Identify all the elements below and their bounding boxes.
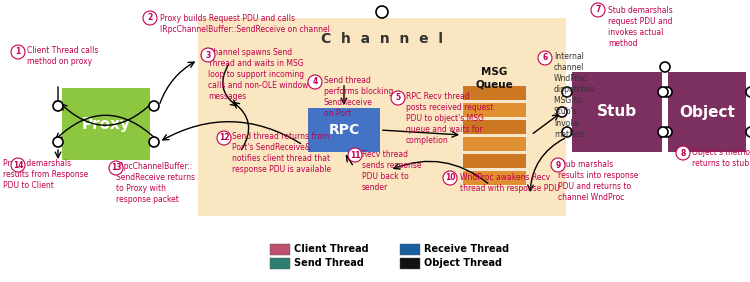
Circle shape: [562, 87, 572, 97]
Text: Send Thread: Send Thread: [294, 258, 364, 268]
Bar: [462, 170, 526, 185]
Circle shape: [11, 45, 25, 59]
Circle shape: [538, 51, 552, 65]
Text: 13: 13: [111, 164, 122, 173]
Circle shape: [217, 131, 231, 145]
Bar: [572, 72, 662, 152]
Text: Proxy demarshals
results from Response
PDU to Client: Proxy demarshals results from Response P…: [3, 159, 88, 190]
Bar: [270, 258, 290, 269]
Circle shape: [376, 6, 388, 18]
Circle shape: [658, 127, 668, 137]
Bar: [270, 244, 290, 255]
Text: IRpcChannelBuffer::
SendReceive returns
to Proxy with
response packet: IRpcChannelBuffer:: SendReceive returns …: [116, 162, 195, 204]
Text: Receive Thread: Receive Thread: [424, 244, 509, 254]
Circle shape: [557, 107, 567, 117]
Circle shape: [662, 87, 672, 97]
Circle shape: [149, 137, 159, 147]
Text: RPC: RPC: [328, 123, 360, 137]
Circle shape: [591, 3, 605, 17]
Text: Recv thread
sends response
PDU back to
sender: Recv thread sends response PDU back to s…: [362, 150, 422, 192]
Bar: [462, 119, 526, 134]
Text: 14: 14: [13, 160, 23, 169]
Circle shape: [143, 11, 157, 25]
Bar: [400, 258, 420, 269]
Circle shape: [676, 146, 690, 160]
Circle shape: [443, 171, 457, 185]
Circle shape: [391, 91, 405, 105]
Circle shape: [551, 158, 565, 172]
Text: Stub: Stub: [597, 105, 637, 120]
Circle shape: [746, 127, 750, 137]
Text: Internal
channel
WndProc
dispatches
MSG to
Stub's
invoke
method: Internal channel WndProc dispatches MSG …: [554, 52, 596, 139]
Bar: [400, 244, 420, 255]
Text: Proxy builds Request PDU and calls
IRpcChannelBuffer::SendReceive on channel: Proxy builds Request PDU and calls IRpcC…: [160, 14, 330, 34]
Circle shape: [53, 101, 63, 111]
Text: Send thread
performs blocking
SendReceive
on Port: Send thread performs blocking SendReceiv…: [324, 76, 393, 118]
Bar: [462, 85, 526, 100]
Bar: [462, 136, 526, 151]
Text: 8: 8: [680, 149, 686, 158]
Bar: [198, 18, 566, 216]
Text: 3: 3: [206, 50, 211, 60]
Circle shape: [660, 62, 670, 72]
Circle shape: [562, 127, 572, 137]
Circle shape: [201, 48, 215, 62]
Circle shape: [662, 127, 672, 137]
Text: C  h  a  n  n  e  l: C h a n n e l: [321, 32, 443, 46]
Text: Object's method
returns to stub: Object's method returns to stub: [692, 148, 750, 168]
Text: 7: 7: [596, 6, 601, 14]
Circle shape: [109, 161, 123, 175]
Text: Stub demarshals
request PDU and
invokes actual
method: Stub demarshals request PDU and invokes …: [608, 6, 673, 48]
Text: RPC Recv thread
posts received request
PDU to object's MSG
queue and waits for
c: RPC Recv thread posts received request P…: [406, 92, 494, 146]
Text: MSG
Queue: MSG Queue: [476, 67, 513, 89]
Bar: [462, 153, 526, 168]
Text: WndProc awakens Recv
thread with response PDU: WndProc awakens Recv thread with respons…: [460, 173, 560, 193]
Text: Stub marshals
results into response
PDU and returns to
channel WndProc: Stub marshals results into response PDU …: [558, 160, 638, 202]
Bar: [62, 88, 150, 160]
Circle shape: [348, 148, 362, 162]
Text: 2: 2: [147, 14, 153, 23]
Circle shape: [658, 87, 668, 97]
Text: Send thread returns from
Port's SendReceive&
notifies client thread that
respons: Send thread returns from Port's SendRece…: [232, 132, 332, 174]
Circle shape: [149, 101, 159, 111]
Text: 5: 5: [395, 94, 400, 102]
Text: 4: 4: [312, 78, 318, 87]
Text: 1: 1: [15, 47, 21, 56]
Text: Channel spawns Send
Thread and waits in MSG
loop to support incoming
calls and n: Channel spawns Send Thread and waits in …: [208, 48, 308, 102]
Text: Proxy: Proxy: [82, 116, 130, 131]
Bar: [308, 108, 380, 152]
Circle shape: [53, 137, 63, 147]
Circle shape: [308, 75, 322, 89]
Circle shape: [746, 87, 750, 97]
Text: 9: 9: [555, 160, 560, 169]
Circle shape: [11, 158, 25, 172]
Text: 10: 10: [445, 173, 455, 182]
Text: 6: 6: [542, 54, 548, 63]
Text: Client Thread: Client Thread: [294, 244, 369, 254]
Text: Object: Object: [679, 105, 735, 120]
Text: Object Thread: Object Thread: [424, 258, 502, 268]
Bar: [668, 72, 746, 152]
Text: 12: 12: [219, 133, 230, 142]
Bar: [462, 102, 526, 117]
Text: Client Thread calls
method on proxy: Client Thread calls method on proxy: [27, 46, 98, 66]
Text: 11: 11: [350, 151, 360, 160]
